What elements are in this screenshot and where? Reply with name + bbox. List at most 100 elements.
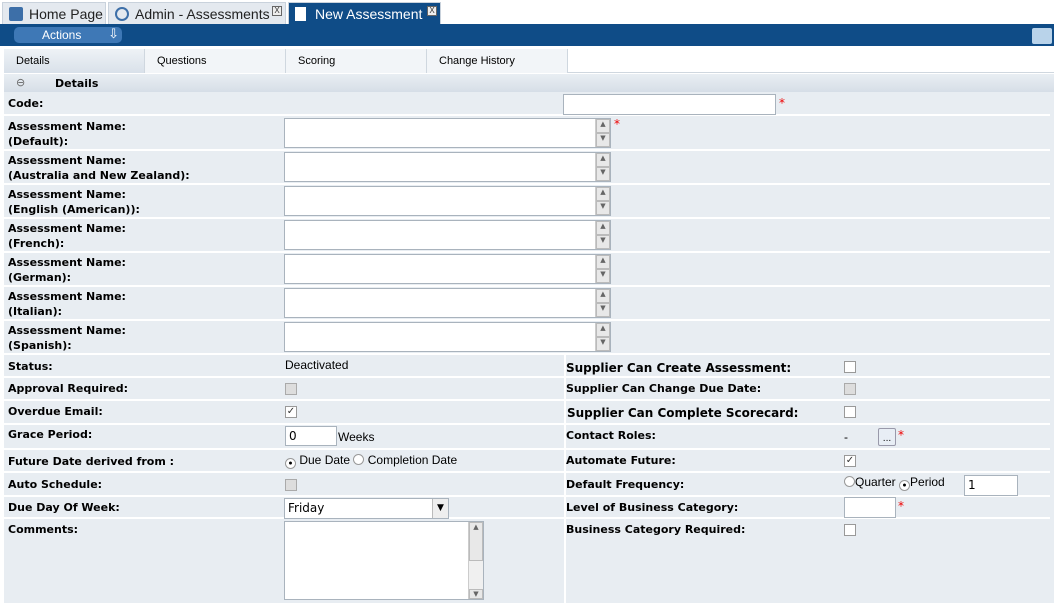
assessment-name-textarea[interactable]: ▲ ▼ (284, 220, 611, 250)
row-approval: Approval Required: Supplier Can Change D… (4, 378, 1050, 401)
tab-label: New Assessment (315, 6, 423, 22)
name-label-line1: Assessment Name: (8, 324, 126, 337)
subtab-change-history[interactable]: Change History (427, 49, 568, 73)
name-label-line2: (French): (8, 237, 65, 250)
grace-unit: Weeks (338, 430, 375, 444)
row-assessment-name: Assessment Name: (Default): ▲ ▼ * (4, 117, 1050, 151)
row-auto: Auto Schedule: Default Frequency: Quarte… (4, 473, 1050, 497)
tab-admin-assessments[interactable]: Admin - Assessments X (108, 2, 286, 24)
name-label-line2: (English (American)): (8, 203, 140, 216)
contact-label: Contact Roles: (566, 429, 656, 442)
row-comments: Comments: ▲ ▼ Business Category Required: (4, 519, 1050, 603)
scrollbar[interactable]: ▲ ▼ (595, 119, 610, 147)
contact-roles-button[interactable]: ... (878, 428, 896, 446)
name-label-line2: (Spanish): (8, 339, 72, 352)
actions-button[interactable]: Actions ⇩ (14, 26, 122, 43)
name-label-line2: (German): (8, 271, 72, 284)
row-grace: Grace Period: 0 Weeks Contact Roles: - .… (4, 425, 1050, 450)
name-label-line1: Assessment Name: (8, 256, 126, 269)
name-label-line2: (Australia and New Zealand): (8, 169, 190, 182)
scrollbar[interactable]: ▲ ▼ (595, 153, 610, 181)
name-label: Assessment Name: (Default): (8, 119, 126, 149)
row-code: Code: * (4, 92, 1050, 116)
column-divider (564, 354, 566, 603)
subtab-questions[interactable]: Questions (145, 49, 286, 73)
period-input[interactable]: 1 (964, 475, 1018, 496)
auto-checkbox[interactable] (285, 479, 297, 491)
tab-new-assessment[interactable]: New Assessment X (288, 2, 441, 24)
row-future: Future Date derived from : ● Due Date Co… (4, 450, 1050, 473)
assessment-name-textarea[interactable]: ▲ ▼ (284, 118, 611, 148)
level-input[interactable] (844, 497, 896, 518)
action-bar (0, 24, 1054, 46)
scrollbar[interactable]: ▲ ▼ (468, 522, 483, 599)
close-tab-icon[interactable]: X (272, 6, 282, 16)
assessment-name-textarea[interactable]: ▲ ▼ (284, 322, 611, 352)
due-date-radio[interactable]: ● (285, 458, 296, 469)
name-label-line1: Assessment Name: (8, 120, 126, 133)
scrollbar[interactable]: ▲ ▼ (595, 323, 610, 351)
dueday-select[interactable]: Friday ▼ (284, 498, 449, 519)
panel-toggle-icon[interactable] (1032, 28, 1052, 44)
supplier-change-checkbox[interactable] (844, 383, 856, 395)
assessment-name-textarea[interactable]: ▲ ▼ (284, 152, 611, 182)
subtab-scoring[interactable]: Scoring (286, 49, 427, 73)
approval-checkbox[interactable] (285, 383, 297, 395)
home-cube-icon (9, 7, 23, 21)
future-radio-group: ● Due Date Completion Date (285, 453, 457, 469)
subtab-details[interactable]: Details (4, 49, 145, 73)
section-title: Details (55, 77, 99, 90)
name-label: Assessment Name: (German): (8, 255, 126, 285)
dueday-value: Friday (288, 501, 325, 515)
completion-date-radio[interactable] (353, 454, 365, 465)
quarter-radio[interactable] (844, 476, 855, 487)
period-radio[interactable]: ● (899, 480, 911, 491)
supplier-complete-checkbox[interactable] (844, 406, 856, 418)
grace-label: Grace Period: (8, 428, 93, 441)
row-assessment-name: Assessment Name: (French): ▲ ▼ (4, 219, 1050, 253)
code-input[interactable] (563, 94, 776, 115)
row-assessment-name: Assessment Name: (Australia and New Zeala… (4, 151, 1050, 185)
overdue-checkbox[interactable]: ✓ (285, 406, 297, 418)
name-label-line1: Assessment Name: (8, 290, 126, 303)
name-label-line2: (Italian): (8, 305, 63, 318)
tab-label: Home Page (29, 6, 103, 22)
close-tab-icon[interactable]: X (427, 6, 437, 16)
scrollbar[interactable]: ▲ ▼ (595, 289, 610, 317)
collapse-icon[interactable]: ⊖ (16, 76, 26, 89)
row-overdue: Overdue Email: ✓ Supplier Can Complete S… (4, 401, 1050, 425)
row-assessment-name: Assessment Name: (English (American)): ▲ ▼ (4, 185, 1050, 219)
scrollbar[interactable]: ▲ ▼ (595, 187, 610, 215)
supplier-create-label: Supplier Can Create Assessment: (566, 361, 792, 375)
chevron-down-icon: ▼ (432, 499, 448, 518)
assessment-name-textarea[interactable]: ▲ ▼ (284, 186, 611, 216)
gear-icon (115, 7, 129, 21)
radio-label: Period (910, 475, 945, 489)
supplier-create-checkbox[interactable] (844, 361, 856, 373)
scrollbar[interactable]: ▲ ▼ (595, 221, 610, 249)
tab-home-page[interactable]: Home Page (2, 2, 106, 24)
bcreq-checkbox[interactable] (844, 524, 856, 536)
name-label-line1: Assessment Name: (8, 188, 126, 201)
assessment-name-textarea[interactable]: ▲ ▼ (284, 254, 611, 284)
comments-textarea[interactable]: ▲ ▼ (284, 521, 484, 600)
row-assessment-name: Assessment Name: (German): ▲ ▼ (4, 253, 1050, 287)
grace-input[interactable]: 0 (285, 426, 337, 446)
automate-label: Automate Future: (566, 454, 676, 467)
contact-value: - (844, 430, 848, 444)
future-label: Future Date derived from : (8, 455, 175, 468)
row-assessment-name: Assessment Name: (Spanish): ▲ ▼ (4, 321, 1050, 355)
section-header[interactable]: ⊖ Details (4, 74, 1054, 92)
dueday-label: Due Day Of Week: (8, 501, 120, 514)
scrollbar[interactable]: ▲ ▼ (595, 255, 610, 283)
approval-label: Approval Required: (8, 382, 129, 395)
required-mark: * (898, 428, 904, 442)
assessment-name-textarea[interactable]: ▲ ▼ (284, 288, 611, 318)
overdue-label: Overdue Email: (8, 405, 103, 418)
automate-checkbox[interactable]: ✓ (844, 455, 856, 467)
supplier-change-label: Supplier Can Change Due Date: (566, 382, 762, 395)
required-mark: * (898, 499, 904, 513)
tab-bar: Home Page Admin - Assessments X New Asses… (0, 0, 1054, 24)
arrow-down-icon: ⇩ (108, 26, 119, 41)
details-form: Code: * Assessment Name: (Default): ▲ ▼ * As… (4, 92, 1054, 603)
